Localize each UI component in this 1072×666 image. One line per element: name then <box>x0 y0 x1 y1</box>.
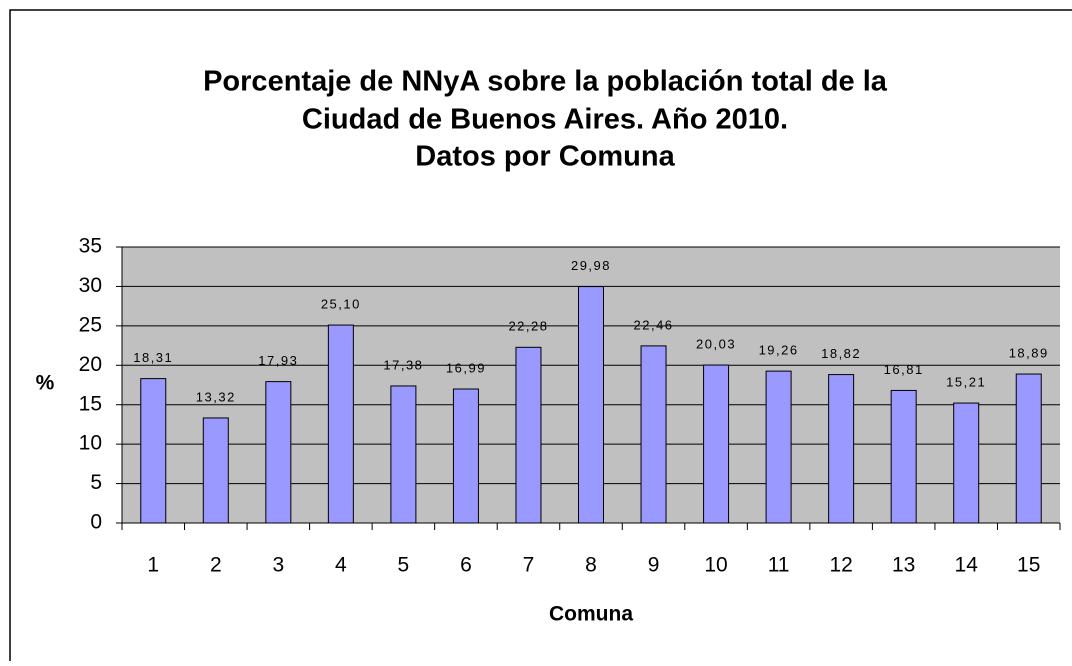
value-label: 16,99 <box>446 360 486 375</box>
bar <box>1015 373 1042 524</box>
bar <box>390 385 417 524</box>
value-label: 25,10 <box>321 297 361 312</box>
y-axis-title: % <box>36 372 55 395</box>
bar <box>265 381 292 524</box>
y-tick-label: 0 <box>90 511 102 534</box>
value-label: 16,81 <box>884 362 924 377</box>
y-tick-label: 15 <box>79 392 102 415</box>
x-tick-label: 5 <box>398 554 410 577</box>
x-tick-label: 10 <box>704 554 727 577</box>
value-label: 15,21 <box>946 374 986 389</box>
value-label: 19,26 <box>759 343 799 358</box>
x-tick-label: 4 <box>335 554 347 577</box>
bar <box>327 324 354 524</box>
chart-title: Datos por Comuna <box>415 141 675 173</box>
bar <box>765 370 792 524</box>
bar <box>953 402 980 524</box>
x-tick-label: 7 <box>523 554 535 577</box>
value-label: 22,28 <box>508 319 548 334</box>
x-tick-label: 3 <box>272 554 284 577</box>
value-label: 29,98 <box>571 258 611 273</box>
value-label: 13,32 <box>196 389 236 404</box>
bar <box>515 346 542 524</box>
y-tick-label: 25 <box>79 313 102 336</box>
bar <box>452 388 479 524</box>
x-tick-label: 8 <box>585 554 597 577</box>
x-tick-label: 1 <box>147 554 159 577</box>
y-tick-label: 5 <box>90 471 102 494</box>
x-tick-label: 11 <box>768 554 790 577</box>
value-label: 18,89 <box>1009 345 1049 360</box>
bar <box>703 364 730 524</box>
value-label: 18,82 <box>821 346 861 361</box>
value-label: 17,93 <box>258 353 298 368</box>
bar <box>140 378 167 524</box>
bar <box>202 417 229 524</box>
value-label: 22,46 <box>634 317 674 332</box>
x-axis-title: Comuna <box>549 603 633 626</box>
x-tick-label: 9 <box>648 554 660 577</box>
y-tick-label: 35 <box>79 235 102 258</box>
y-tick-label: 30 <box>79 274 102 297</box>
y-tick-label: 20 <box>79 353 102 376</box>
chart-title: Porcentaje de NNyA sobre la población to… <box>203 66 888 98</box>
x-tick-label: 6 <box>460 554 472 577</box>
x-tick-label: 14 <box>955 554 979 577</box>
bar <box>890 389 917 524</box>
value-label: 18,31 <box>133 350 173 365</box>
x-tick-label: 13 <box>892 554 915 577</box>
x-tick-label: 12 <box>829 554 852 577</box>
value-label: 17,38 <box>383 357 423 372</box>
x-tick-label: 15 <box>1017 554 1040 577</box>
bar <box>828 374 855 524</box>
x-tick-label: 2 <box>210 554 222 577</box>
bar <box>578 286 604 524</box>
value-label: 20,03 <box>696 336 736 351</box>
y-tick-label: 10 <box>79 432 102 455</box>
chart-title: Ciudad de Buenos Aires. Año 2010. <box>302 104 788 136</box>
bar <box>640 345 667 524</box>
